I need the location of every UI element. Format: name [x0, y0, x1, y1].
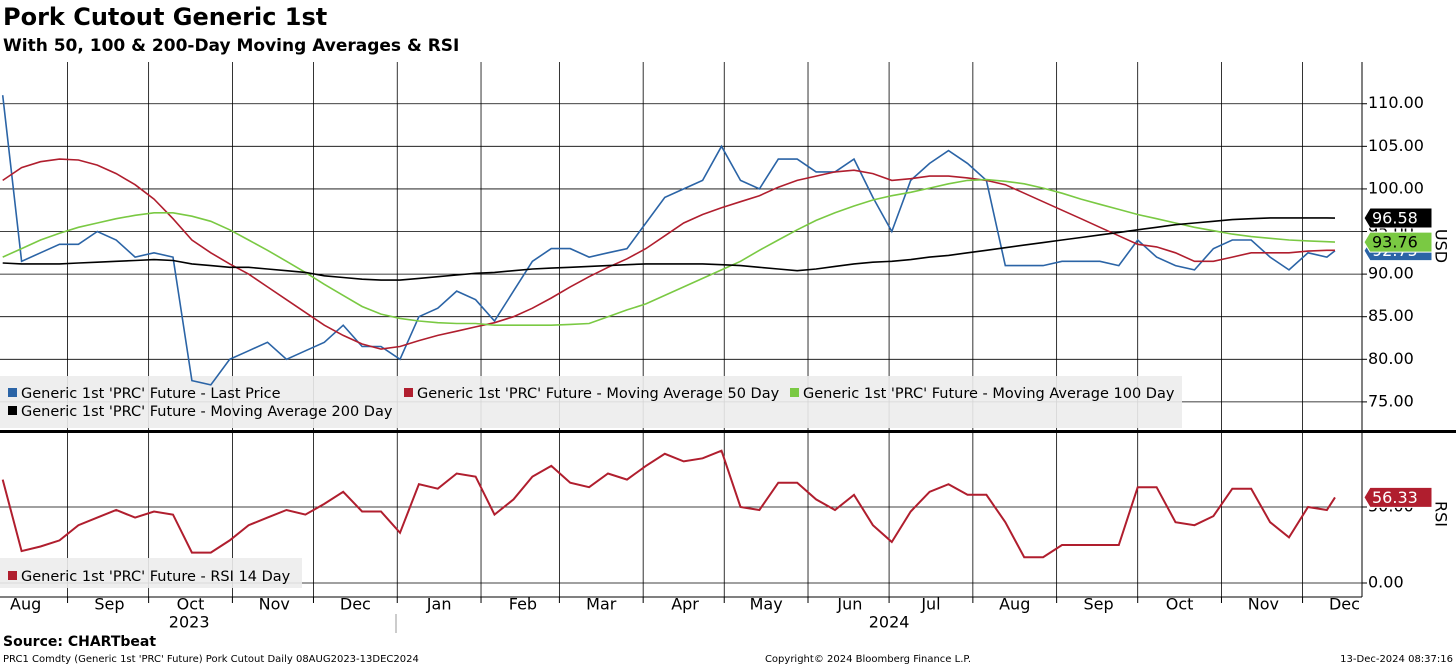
x-tick-label: Mar — [586, 595, 617, 614]
legend-label: Generic 1st 'PRC' Future - Last Price — [21, 386, 281, 402]
rsi-axis-label: RSI — [1432, 501, 1451, 527]
year-label: 2023 — [169, 613, 210, 632]
legend-swatch — [8, 406, 17, 415]
x-tick-label: Oct — [177, 595, 205, 614]
end-label: 93.76 — [1372, 233, 1418, 252]
end-label-box — [1363, 231, 1433, 253]
x-tick-label: Sep — [1083, 595, 1113, 614]
end-label: 96.58 — [1372, 209, 1418, 228]
y-tick-label: 80.00 — [1368, 349, 1414, 368]
grid — [0, 62, 1367, 603]
legend-swatch — [404, 388, 413, 397]
lines — [1, 95, 1336, 559]
series-line — [1, 449, 1336, 559]
end-label-box — [1363, 486, 1433, 508]
x-tick-label: Apr — [671, 595, 699, 614]
source: Source: CHARTbeat — [3, 634, 156, 650]
y-tick-label: 0.00 — [1368, 573, 1404, 592]
footer-left: PRC1 Comdty (Generic 1st 'PRC' Future) P… — [3, 654, 419, 665]
legend-label: Generic 1st 'PRC' Future - Moving Averag… — [803, 386, 1175, 402]
x-tick-label: Dec — [1329, 595, 1360, 614]
x-tick-label: Dec — [340, 595, 371, 614]
series-line — [1, 95, 1336, 386]
legend-swatch — [790, 388, 799, 397]
end-label-box — [1363, 207, 1433, 229]
x-tick-label: Sep — [94, 595, 124, 614]
x-tick-label: Jul — [920, 595, 940, 614]
y-tick-label: 100.00 — [1368, 178, 1424, 197]
chart-subtitle: With 50, 100 & 200-Day Moving Averages &… — [3, 36, 459, 56]
frame — [0, 62, 1456, 633]
series-line — [2, 158, 1335, 350]
x-tick-label: Aug — [10, 595, 41, 614]
legend-background — [0, 376, 1182, 588]
footer-center: Copyright© 2024 Bloomberg Finance L.P. — [765, 654, 971, 665]
y-tick-label: 90.00 — [1368, 264, 1414, 283]
x-tick-label: Feb — [509, 595, 537, 614]
y-tick-label: 110.00 — [1368, 93, 1424, 112]
y-tick-label: 75.00 — [1368, 391, 1414, 410]
legend-box — [0, 376, 1182, 428]
x-tick-label: Jun — [836, 595, 862, 614]
x-tick-label: Oct — [1166, 595, 1194, 614]
x-tick-label: Nov — [259, 595, 290, 614]
legend-label: Generic 1st 'PRC' Future - Moving Averag… — [21, 404, 393, 420]
x-tick-label: Jan — [426, 595, 452, 614]
x-tick-label: Nov — [1248, 595, 1279, 614]
series-line — [2, 217, 1336, 281]
legend-label: Generic 1st 'PRC' Future - Moving Averag… — [417, 386, 780, 402]
legend-box — [0, 558, 302, 588]
y-axis-label: USD — [1432, 229, 1451, 263]
legend-swatch — [8, 388, 17, 397]
series-line — [2, 178, 1336, 326]
legend-swatch — [8, 571, 17, 580]
footer-right: 13-Dec-2024 08:37:16 — [1340, 654, 1453, 665]
chart-title: Pork Cutout Generic 1st — [3, 3, 327, 31]
x-tick-label: May — [750, 595, 783, 614]
y-tick-label: 85.00 — [1368, 306, 1414, 325]
x-tick-label: Aug — [999, 595, 1030, 614]
year-label: 2024 — [869, 613, 910, 632]
legend-label: Generic 1st 'PRC' Future - RSI 14 Day — [21, 569, 291, 585]
end-label: 56.33 — [1372, 488, 1418, 507]
y-tick-label: 105.00 — [1368, 136, 1424, 155]
